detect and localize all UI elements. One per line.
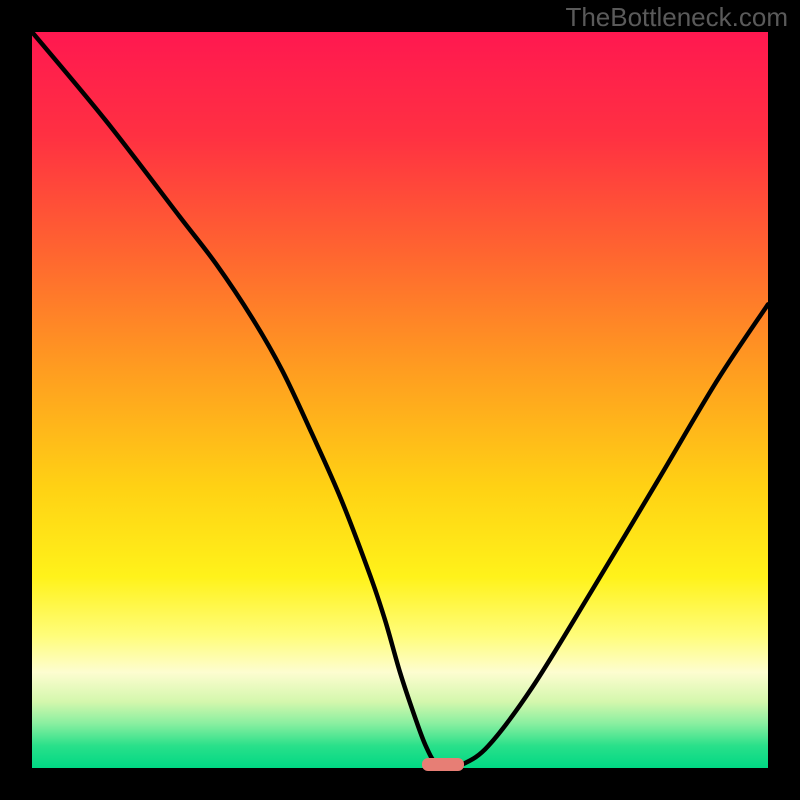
curve-path <box>32 32 768 766</box>
watermark-text: TheBottleneck.com <box>565 2 788 33</box>
optimal-range-marker <box>422 758 464 771</box>
bottleneck-curve <box>32 32 768 768</box>
plot-area <box>32 32 768 768</box>
